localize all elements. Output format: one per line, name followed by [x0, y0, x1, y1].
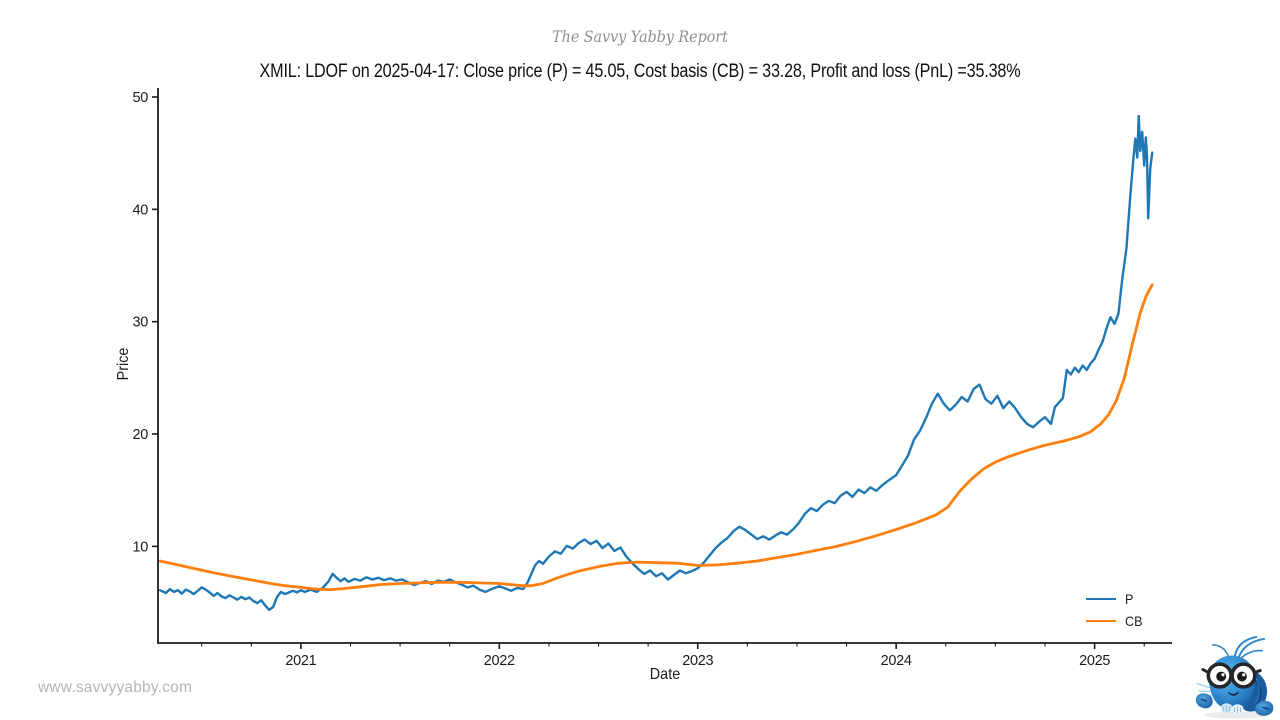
yabby-mascot-icon [1195, 635, 1274, 719]
p-line-swatch-icon [1086, 598, 1116, 600]
svg-text:10: 10 [132, 539, 148, 555]
svg-text:2023: 2023 [682, 653, 713, 669]
svg-text:2025: 2025 [1079, 653, 1110, 669]
report-suptitle: The Savvy Yabby Report [552, 28, 728, 46]
x-axis-label: Date [649, 666, 681, 683]
svg-text:2021: 2021 [285, 653, 316, 669]
website-watermark: www.savvyyabby.com [38, 679, 193, 696]
y-axis-label: Price [115, 347, 132, 381]
cb-line-swatch-icon [1086, 620, 1116, 622]
legend-label-p: P [1125, 591, 1134, 607]
legend-label-cb: CB [1125, 613, 1143, 629]
chart-title: XMIL: LDOF on 2025-04-17: Close price (P… [259, 61, 1021, 82]
chart-legend: P CB [1086, 588, 1144, 632]
svg-text:2022: 2022 [484, 653, 515, 669]
svg-text:50: 50 [132, 90, 148, 106]
svg-text:2024: 2024 [881, 653, 912, 669]
svg-text:40: 40 [132, 202, 148, 218]
legend-item-p: P [1086, 588, 1144, 610]
svg-text:20: 20 [132, 427, 148, 443]
svg-text:30: 30 [132, 315, 148, 331]
legend-item-cb: CB [1086, 610, 1144, 632]
